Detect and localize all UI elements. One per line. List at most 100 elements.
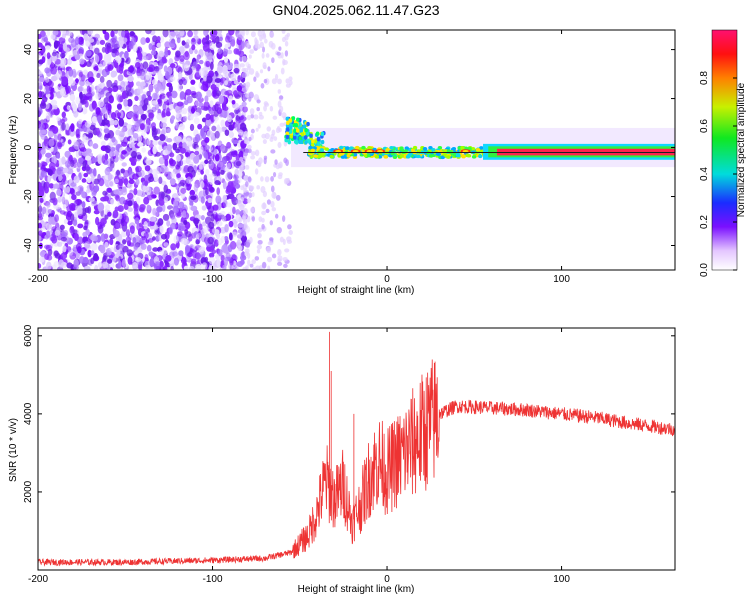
spectrogram-noise-cell: [123, 136, 129, 145]
spectrogram-noise-cell: [190, 90, 197, 96]
spectrogram-noise-cell: [162, 30, 169, 38]
spectrogram-noise-cell: [278, 46, 282, 51]
spectrogram-y-tick-label: 20: [23, 93, 34, 105]
spectrogram-noise-cell: [63, 218, 68, 225]
spectrogram-noise-cell: [45, 76, 50, 83]
spectrogram-noise-cell: [217, 47, 223, 55]
spectrogram-noise-cell: [132, 132, 139, 139]
signal-cell: [304, 140, 308, 145]
spectrogram-y-tick-label: 0: [23, 144, 34, 150]
spectrogram-noise-cell: [68, 146, 75, 153]
spectrogram-noise-cell: [238, 245, 243, 251]
spectrogram-noise-cell: [228, 30, 235, 36]
spectrogram-noise-cell: [102, 30, 107, 35]
colorbar-tick-label: 0.4: [699, 167, 710, 181]
spectrogram-noise-cell: [102, 261, 109, 269]
spectrogram-noise-cell: [216, 187, 221, 196]
spectrogram-noise-cell: [59, 88, 67, 97]
spectrogram-noise-cell: [56, 241, 63, 247]
spectrogram-noise-cell: [270, 176, 274, 182]
spectrogram-noise-cell: [271, 57, 275, 64]
spectrogram-noise-cell: [115, 56, 122, 64]
spectrogram-noise-cell: [271, 253, 277, 259]
signal-cell: [293, 128, 297, 133]
spectrogram-noise-cell: [79, 58, 85, 65]
spectrogram-noise-cell: [48, 126, 54, 132]
spectrogram-noise-cell: [91, 186, 98, 196]
signal-cell: [416, 154, 421, 159]
spectrogram-noise-cell: [205, 75, 213, 84]
spectrogram-noise-cell: [84, 120, 92, 128]
spectrogram-noise-cell: [161, 110, 166, 118]
spectrogram-noise-cell: [170, 243, 177, 251]
spectrogram-noise-cell: [215, 103, 221, 110]
spectrogram-noise-cell: [100, 233, 106, 242]
spectrogram-noise-cell: [151, 127, 158, 136]
spectrogram-noise-cell: [137, 142, 144, 147]
spectrogram-noise-cell: [174, 135, 180, 142]
spectrogram-noise-cell: [239, 122, 247, 132]
spectrogram-noise-cell: [140, 37, 147, 45]
spectrogram-noise-cell: [38, 212, 43, 219]
spectrogram-noise-cell: [234, 168, 239, 176]
spectrogram-noise-cell: [224, 80, 228, 86]
spectrogram-noise-cell: [88, 235, 96, 241]
spectrogram-noise-cell: [234, 122, 241, 131]
signal-cell: [354, 145, 360, 150]
spectrogram-noise-cell: [248, 136, 252, 142]
spectrogram-noise-cell: [83, 33, 89, 41]
spectrogram-noise-cell: [170, 31, 176, 37]
signal-cell: [446, 149, 451, 153]
spectrogram-noise-cell: [39, 256, 45, 263]
spectrogram-noise-cell: [195, 263, 202, 270]
spectrogram-noise-cell: [201, 205, 207, 211]
spectrogram-noise-cell: [270, 149, 276, 154]
spectrogram-noise-cell: [246, 215, 251, 223]
spectrogram-noise-cell: [65, 123, 70, 131]
spectrogram-noise-cell: [139, 100, 144, 107]
spectrogram-noise-cell: [139, 203, 146, 211]
spectrogram-noise-cell: [220, 169, 225, 175]
spectrogram-noise-cell: [78, 256, 85, 264]
spectrogram-noise-cell: [44, 67, 51, 74]
spectrogram-noise-cell: [144, 123, 150, 133]
spectrogram-noise-cell: [41, 34, 48, 42]
spectrogram-noise-cell: [180, 187, 187, 194]
spectrogram-noise-cell: [38, 71, 43, 76]
signal-cell: [321, 152, 326, 156]
spectrogram-y-tick-label: -40: [23, 238, 34, 253]
spectrogram-noise-cell: [117, 181, 123, 190]
spectrogram-noise-cell: [241, 72, 247, 79]
spectrogram-noise-cell: [250, 155, 256, 160]
spectrogram-noise-cell: [137, 135, 143, 143]
spectrogram-noise-cell: [186, 95, 193, 104]
signal-cell: [345, 146, 350, 150]
spectrogram-noise-cell: [75, 96, 81, 105]
spectrogram-noise-cell: [45, 101, 50, 110]
spectrogram-noise-cell: [90, 176, 95, 183]
spectrogram-noise-cell: [211, 249, 217, 254]
spectrogram-noise-cell: [205, 60, 211, 68]
spectrogram-noise-cell: [279, 236, 284, 243]
spectrogram-noise-cell: [222, 194, 227, 201]
spectrogram-noise-cell: [111, 136, 116, 143]
spectrogram-noise-cell: [38, 162, 41, 168]
spectrogram-noise-cell: [178, 78, 184, 86]
spectrogram-noise-cell: [205, 118, 212, 127]
spectrogram-noise-cell: [166, 220, 171, 227]
spectrogram-noise-cell: [48, 216, 53, 225]
spectrogram-noise-cell: [126, 98, 133, 107]
spectrogram-noise-cell: [144, 180, 149, 187]
spectrogram-noise-cell: [278, 172, 283, 177]
spectrogram-noise-cell: [103, 53, 110, 63]
spectrogram-noise-cell: [208, 265, 215, 270]
spectrogram-noise-cell: [151, 79, 157, 86]
spectrogram-noise-cell: [90, 84, 95, 92]
spectrogram-noise-cell: [146, 244, 152, 252]
signal-hotspot-core: [335, 150, 342, 153]
spectrogram-noise-cell: [116, 249, 121, 256]
spectrogram-noise-cell: [233, 63, 240, 70]
spectrogram-noise-cell: [135, 165, 142, 173]
spectrogram-noise-cell: [172, 205, 180, 214]
